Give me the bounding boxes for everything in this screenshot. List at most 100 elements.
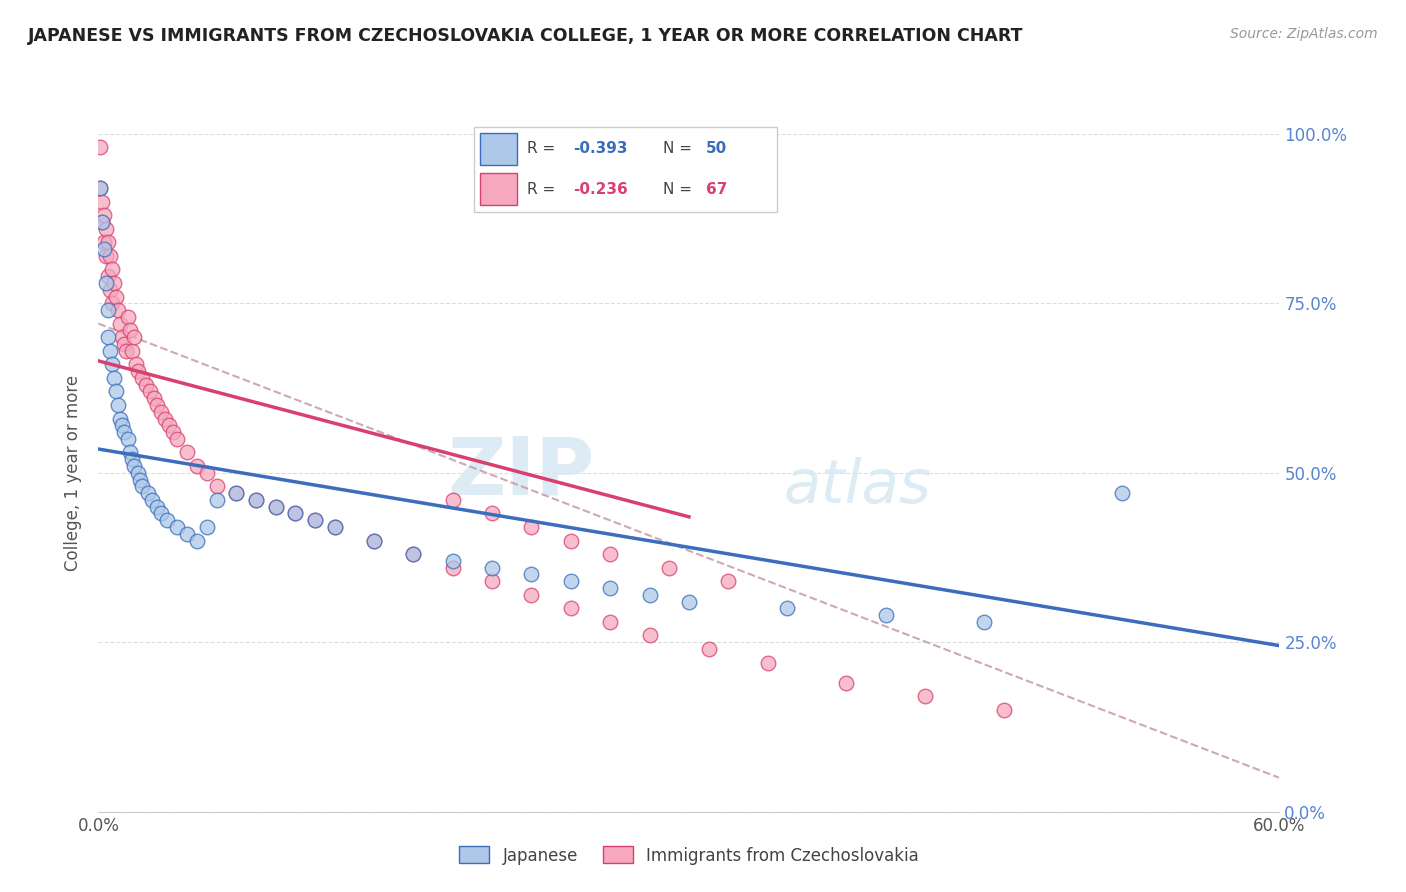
Point [105,289,128,303]
Point [122,458,145,473]
Text: atlas: atlas [783,457,931,516]
Point [101,357,124,371]
Point [973,615,995,629]
Point [131,479,153,493]
Point [91,215,114,229]
Point [101,262,124,277]
Point [96,221,118,235]
Point [323,520,346,534]
Point [118,323,141,337]
Point [205,492,228,507]
Point [195,466,218,480]
Point [363,533,385,548]
Point [441,492,464,507]
Point [98,249,121,263]
Point [97,303,120,318]
Point [96,249,118,263]
Point [520,567,543,582]
Point [776,601,799,615]
Point [141,492,163,507]
Point [835,676,858,690]
Text: N =: N = [662,142,696,156]
Legend: Japanese, Immigrants from Czechoslovakia: Japanese, Immigrants from Czechoslovakia [453,839,925,871]
Point [127,364,149,378]
Point [121,343,143,358]
Point [481,560,503,574]
Point [195,520,218,534]
Point [91,215,114,229]
Point [107,398,129,412]
Point [112,337,135,351]
Text: 50: 50 [706,142,727,156]
Point [756,656,779,670]
Point [121,452,143,467]
Point [107,303,129,318]
Point [225,486,247,500]
Point [162,425,184,439]
Text: Source: ZipAtlas.com: Source: ZipAtlas.com [1230,27,1378,41]
Point [658,560,681,574]
Text: R =: R = [527,142,560,156]
Point [1111,486,1133,500]
Point [323,520,346,534]
Point [914,690,936,704]
Point [441,560,464,574]
Point [150,507,173,521]
FancyBboxPatch shape [474,127,778,212]
Point [304,513,326,527]
Point [103,276,125,290]
Point [117,432,139,446]
Point [128,473,150,487]
Bar [481,173,517,205]
Point [717,574,740,589]
Point [108,411,131,425]
Point [599,547,621,561]
Point [135,377,157,392]
Point [520,588,543,602]
Point [186,533,208,548]
Point [98,283,121,297]
Point [131,371,153,385]
Point [993,703,1015,717]
Point [638,628,661,642]
Point [127,466,149,480]
Point [108,317,131,331]
Text: R =: R = [527,182,560,196]
Text: JAPANESE VS IMMIGRANTS FROM CZECHOSLOVAKIA COLLEGE, 1 YEAR OR MORE CORRELATION C: JAPANESE VS IMMIGRANTS FROM CZECHOSLOVAK… [28,27,1024,45]
Point [105,384,128,399]
Point [146,398,169,412]
Point [103,371,125,385]
Point [91,194,114,209]
Point [138,384,160,399]
Point [176,526,198,541]
Point [117,310,139,324]
Point [599,615,621,629]
Point [101,296,124,310]
Point [166,520,188,534]
Point [156,513,179,527]
Point [363,533,385,548]
Point [560,601,582,615]
Point [284,507,307,521]
Point [245,492,267,507]
Point [560,574,582,589]
Point [284,507,307,521]
Point [875,608,897,623]
Point [186,458,208,473]
Y-axis label: College, 1 year or more: College, 1 year or more [65,375,83,571]
Point [97,235,120,250]
Point [89,181,111,195]
Point [122,330,145,344]
Point [264,500,287,514]
Point [678,594,700,608]
Point [142,391,165,405]
Point [97,330,120,344]
Point [89,140,111,154]
Point [157,418,180,433]
Point [166,432,188,446]
Point [155,411,177,425]
Point [118,445,141,459]
Text: N =: N = [662,182,696,196]
Point [176,445,198,459]
Point [402,547,425,561]
